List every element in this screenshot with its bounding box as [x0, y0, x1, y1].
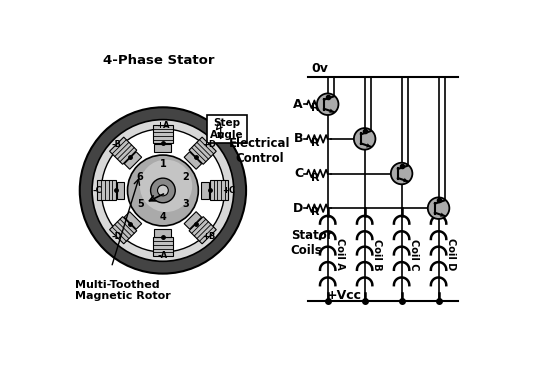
Text: 0v: 0v	[312, 62, 328, 75]
Text: -C: -C	[93, 186, 102, 195]
Circle shape	[157, 185, 168, 196]
Polygon shape	[184, 152, 202, 169]
Polygon shape	[156, 237, 170, 251]
Polygon shape	[154, 229, 171, 237]
Polygon shape	[124, 152, 142, 169]
Circle shape	[92, 120, 234, 261]
Polygon shape	[403, 178, 407, 182]
Polygon shape	[189, 217, 216, 244]
Text: Multi-Toothed
Magnetic Rotor: Multi-Toothed Magnetic Rotor	[75, 280, 171, 301]
Text: -D: -D	[111, 232, 122, 241]
Text: R: R	[311, 173, 320, 183]
Circle shape	[101, 129, 225, 252]
Polygon shape	[184, 212, 202, 229]
Polygon shape	[189, 137, 216, 164]
Polygon shape	[116, 218, 135, 238]
Polygon shape	[117, 182, 124, 199]
Text: +A: +A	[156, 120, 170, 130]
Circle shape	[140, 160, 192, 212]
Text: Electrical
Control: Electrical Control	[229, 137, 291, 164]
Text: C: C	[294, 167, 303, 180]
Text: A: A	[293, 98, 303, 111]
Polygon shape	[201, 182, 209, 199]
Polygon shape	[190, 218, 210, 238]
Text: Coil D: Coil D	[446, 238, 456, 270]
Text: 2: 2	[182, 172, 189, 183]
Polygon shape	[440, 213, 445, 217]
Text: Coil C: Coil C	[410, 238, 419, 270]
Text: D: D	[293, 202, 303, 215]
Text: Coil B: Coil B	[372, 238, 382, 270]
Circle shape	[428, 197, 450, 219]
Polygon shape	[156, 130, 170, 144]
Text: +Vcc: +Vcc	[326, 289, 361, 302]
Polygon shape	[97, 180, 116, 201]
Text: Coil A: Coil A	[335, 238, 345, 270]
Polygon shape	[366, 143, 371, 148]
Polygon shape	[124, 212, 142, 229]
Text: R: R	[311, 103, 320, 113]
Polygon shape	[103, 184, 117, 197]
Circle shape	[391, 163, 412, 184]
Text: B: B	[294, 132, 303, 145]
Polygon shape	[153, 125, 173, 144]
Circle shape	[80, 107, 246, 274]
Text: 6: 6	[137, 172, 143, 183]
Text: 1: 1	[160, 159, 166, 169]
Text: Stator
Coils: Stator Coils	[291, 229, 332, 257]
Polygon shape	[329, 109, 334, 113]
Text: +C: +C	[222, 186, 235, 195]
Circle shape	[354, 128, 375, 150]
Circle shape	[317, 93, 339, 115]
Polygon shape	[209, 184, 223, 197]
Text: -A: -A	[158, 251, 168, 261]
Text: -B: -B	[111, 140, 122, 149]
Polygon shape	[153, 237, 173, 256]
Text: 3: 3	[182, 199, 189, 209]
Text: 4: 4	[160, 212, 166, 222]
Circle shape	[128, 155, 199, 226]
Polygon shape	[210, 180, 228, 201]
Text: R: R	[311, 138, 320, 148]
Text: Step
Angle: Step Angle	[210, 118, 243, 140]
Text: 5: 5	[137, 199, 143, 209]
Polygon shape	[190, 143, 210, 163]
Text: +B: +B	[202, 232, 216, 241]
Polygon shape	[110, 137, 137, 164]
Circle shape	[150, 178, 175, 203]
Polygon shape	[116, 143, 135, 163]
Text: R: R	[311, 208, 320, 217]
Polygon shape	[110, 217, 137, 244]
Text: +D: +D	[202, 140, 216, 149]
Polygon shape	[154, 144, 171, 152]
Text: 4-Phase Stator: 4-Phase Stator	[103, 54, 215, 67]
